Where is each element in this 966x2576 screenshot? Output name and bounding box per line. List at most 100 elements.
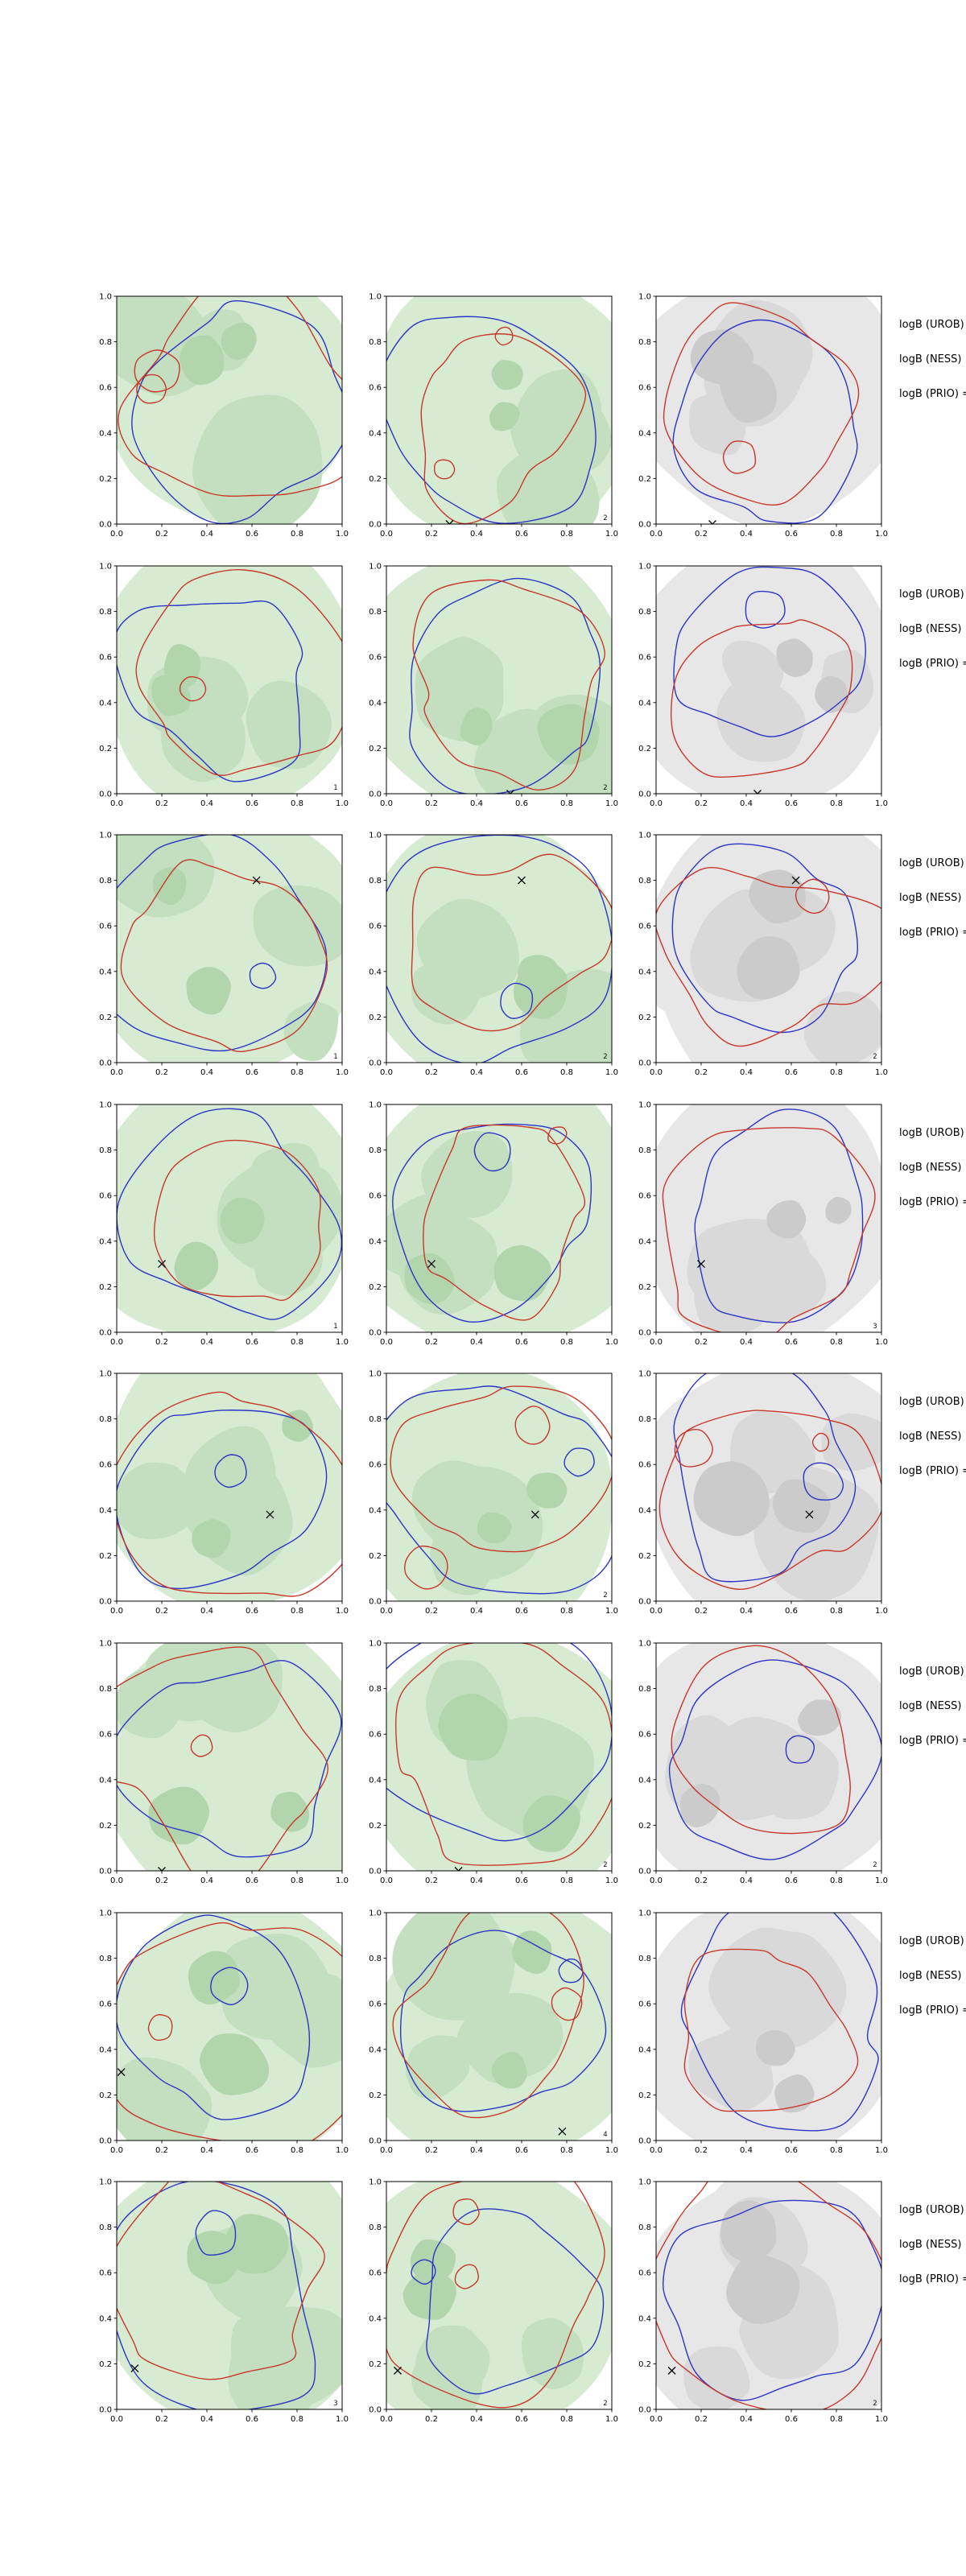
x-tick-label: 0.2 [155, 1607, 168, 1616]
x-tick-label: 1.0 [336, 1876, 349, 1885]
contour-line-blue [668, 1659, 881, 1860]
contour-line-red-small [551, 1987, 583, 2021]
contour-line-red [683, 1948, 859, 2112]
x-axis-ticks: 0.0 0.2 0.4 0.6 0.8 1.0 [110, 1601, 349, 1616]
density-fill-layer [386, 1913, 612, 2140]
y-axis-ticks: 0.0 0.2 0.4 0.6 0.8 1.0 [369, 563, 386, 799]
row-4-annotation-ness: logB (NESS) = [899, 1162, 966, 1174]
x-tick-label: 0.4 [200, 530, 213, 539]
contour-line-red [671, 619, 853, 778]
contour-line-blue [392, 1123, 592, 1323]
y-tick-label: 0.6 [99, 1461, 112, 1470]
x-axis-ticks: 0.0 0.2 0.4 0.6 0.8 1.0 [380, 1063, 618, 1077]
density-fill-mid [804, 991, 881, 1063]
x-tick-label: 0.4 [740, 530, 753, 539]
contour-line-blue [117, 835, 328, 1052]
x-tick-label: 0.2 [155, 799, 168, 808]
x-tick-label: 0.0 [110, 1607, 123, 1616]
density-fill-inner [152, 867, 187, 906]
plot-svg: 0.0 0.2 0.4 0.6 0.8 1.0 0.0 0.2 0.4 0.6 0.8 1.0 [369, 1101, 618, 1348]
y-tick-label: 1.0 [638, 832, 651, 840]
density-fill-mid [192, 394, 323, 524]
axis-frame [116, 834, 343, 1063]
x-tick-label: 0.0 [110, 1338, 123, 1347]
x-marker [130, 2364, 139, 2373]
x-tick-label: 0.4 [740, 799, 753, 808]
contour-lines-layer [117, 1914, 342, 2140]
density-fill-mid [262, 1971, 342, 2068]
y-axis-ticks: 0.0 0.2 0.4 0.6 0.8 1.0 [99, 2178, 117, 2415]
contour-line-blue-small [473, 1132, 511, 1172]
density-fill-mid [740, 1239, 827, 1323]
y-tick-label: 1.0 [99, 563, 112, 572]
contour-lines-layer [117, 835, 328, 1053]
axis-frame [116, 1642, 343, 1872]
y-tick-label: 0.2 [638, 475, 651, 484]
contour-lines-layer [117, 1646, 342, 1871]
x-tick-label: 0.6 [785, 2146, 798, 2155]
x-marker [445, 520, 454, 524]
y-tick-label: 0.2 [369, 2091, 382, 2100]
x-tick-label: 0.0 [650, 1607, 663, 1616]
axis-frame [386, 1642, 613, 1872]
contour-line-blue [426, 2208, 605, 2395]
y-tick-label: 0.6 [369, 2000, 382, 2009]
y-axis-ticks: 0.0 0.2 0.4 0.6 0.8 1.0 [369, 832, 386, 1068]
y-tick-label: 0.8 [99, 1415, 112, 1424]
y-axis-ticks: 0.0 0.2 0.4 0.6 0.8 1.0 [99, 832, 117, 1068]
contour-line-red-small [179, 676, 207, 702]
density-fill-inner [460, 708, 493, 746]
x-axis-ticks: 0.0 0.2 0.4 0.6 0.8 1.0 [110, 1063, 349, 1077]
y-tick-label: 0.0 [638, 1868, 651, 1876]
x-axis-ticks: 0.0 0.2 0.4 0.6 0.8 1.0 [650, 794, 888, 808]
contour-line-red-small [452, 2198, 480, 2226]
corner-count-label: 2 [603, 2400, 607, 2408]
x-tick-label: 0.8 [830, 799, 843, 808]
x-tick-label: 0.6 [246, 530, 258, 539]
y-tick-label: 0.4 [369, 2314, 382, 2323]
x-tick-label: 0.4 [740, 1068, 753, 1077]
x-tick-label: 0.6 [785, 1068, 798, 1077]
x-tick-label: 0.6 [785, 530, 798, 539]
density-fill-mid [405, 2035, 470, 2099]
plot-svg: 2 0.0 0.2 0.4 0.6 0.8 1.0 0.0 0.2 0.4 0.6 0.8 1.0 [638, 1640, 888, 1886]
y-tick-label: 0.4 [638, 968, 651, 976]
y-tick-label: 0.2 [638, 1822, 651, 1831]
corner-count-label: 2 [603, 1053, 607, 1061]
contour-line-red [117, 1646, 329, 1871]
y-tick-label: 0.8 [99, 877, 112, 886]
x-axis-ticks: 0.0 0.2 0.4 0.6 0.8 1.0 [110, 2140, 349, 2155]
x-tick-label: 0.2 [425, 2415, 438, 2424]
x-tick-label: 0.4 [200, 1876, 213, 1885]
contour-line-red [386, 2182, 605, 2409]
density-fill-inner [438, 1693, 508, 1761]
axis-frame [116, 295, 343, 525]
plot-svg: 1 0.0 0.2 0.4 0.6 0.8 1.0 0.0 0.2 0.4 0.6 0.8 1.0 [99, 1101, 349, 1348]
contour-line-blue-small [411, 2259, 436, 2285]
x-tick-label: 0.0 [650, 799, 663, 808]
y-tick-label: 0.0 [369, 1329, 382, 1338]
x-tick-label: 1.0 [336, 2146, 349, 2155]
contour-line-blue [694, 1108, 864, 1323]
y-tick-label: 1.0 [369, 293, 382, 302]
x-tick-label: 1.0 [875, 799, 888, 808]
contour-line-red [420, 333, 587, 524]
x-tick-label: 0.4 [470, 799, 483, 808]
x-tick-label: 1.0 [336, 2415, 349, 2424]
row-3-annotation-ness: logB (NESS) = [899, 892, 966, 904]
density-fill-mid [117, 2057, 213, 2140]
axis-frame [655, 565, 882, 795]
contour-line-red [423, 1124, 586, 1321]
y-tick-label: 0.0 [99, 1598, 112, 1607]
contour-line-red [412, 579, 605, 791]
axis-frame [386, 834, 613, 1063]
y-tick-label: 0.0 [99, 1868, 112, 1876]
y-axis-ticks: 0.0 0.2 0.4 0.6 0.8 1.0 [369, 293, 386, 530]
contour-lines-layer [392, 1123, 592, 1323]
plot-svg: 1 0.0 0.2 0.4 0.6 0.8 1.0 0.0 0.2 0.4 0.6 0.8 1.0 [99, 832, 349, 1078]
x-marker [454, 1867, 463, 1871]
y-tick-label: 0.0 [99, 2137, 112, 2146]
plot-svg: 0.0 0.2 0.4 0.6 0.8 1.0 0.0 0.2 0.4 0.6 0.8 1.0 [638, 1370, 888, 1616]
x-tick-label: 0.4 [200, 1607, 213, 1616]
y-tick-label: 0.0 [638, 1598, 651, 1607]
